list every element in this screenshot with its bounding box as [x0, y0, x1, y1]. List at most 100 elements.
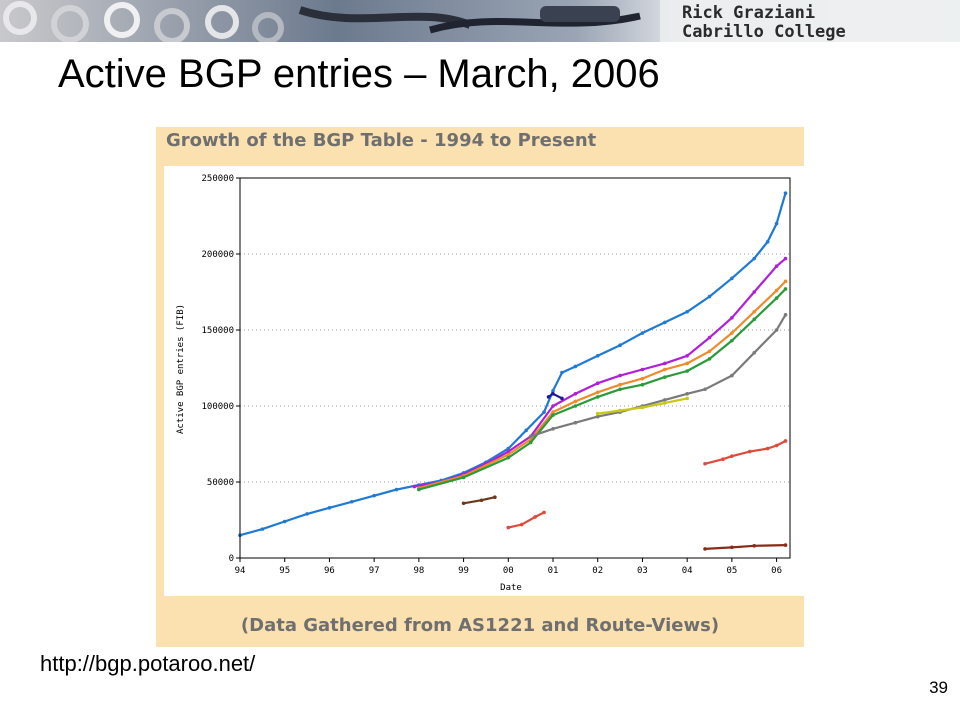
bgp-growth-chart: 0 50000 100000 150000 200000 250000 94 95 96 97 98…	[176, 174, 791, 593]
series-line-4	[530, 314, 787, 438]
data-point	[752, 290, 757, 294]
data-point	[747, 449, 752, 454]
slide-title: Active BGP entries – March, 2006	[58, 52, 660, 96]
data-point	[774, 328, 779, 332]
x-tick-label: 05	[726, 566, 737, 576]
data-point	[662, 401, 667, 405]
data-point	[551, 427, 555, 431]
data-point	[573, 420, 578, 425]
cable-connectors-photo	[3, 1, 641, 42]
data-point	[546, 395, 551, 399]
data-point	[783, 439, 788, 443]
data-point	[524, 428, 528, 433]
data-point	[707, 335, 712, 340]
data-point	[461, 501, 466, 506]
data-point	[730, 373, 734, 378]
data-point	[752, 351, 757, 355]
data-point	[707, 357, 712, 361]
data-point	[662, 367, 667, 372]
data-point	[783, 313, 788, 317]
data-point	[394, 487, 399, 492]
data-point	[618, 382, 622, 387]
data-point	[765, 446, 770, 451]
x-axis-label: Date	[500, 583, 522, 593]
data-point	[774, 264, 779, 268]
chart-plot-area: 0 50000 100000 150000 200000 250000 94 95 96 97 98…	[164, 166, 804, 596]
data-point	[765, 240, 770, 244]
data-point	[774, 288, 779, 293]
data-point	[461, 475, 466, 480]
data-point	[752, 256, 757, 261]
data-point	[560, 396, 564, 401]
y-tick-label: 100000	[201, 402, 234, 412]
chart-title: Growth of the BGP Table - 1994 to Presen…	[166, 130, 597, 151]
data-point	[506, 449, 511, 454]
data-point	[703, 461, 707, 466]
data-point	[685, 309, 689, 314]
data-point	[783, 543, 788, 547]
data-point	[327, 506, 332, 510]
data-point	[506, 452, 511, 457]
data-point	[573, 364, 578, 369]
x-tick-label: 99	[458, 566, 469, 576]
data-point	[573, 399, 578, 404]
data-point	[305, 512, 309, 516]
chart-footer-note: (Data Gathered from AS1221 and Route-Vie…	[240, 615, 720, 636]
data-point	[560, 370, 564, 375]
data-point	[662, 320, 667, 325]
data-point	[479, 498, 484, 503]
data-point	[551, 389, 555, 393]
series-line-2	[418, 280, 787, 490]
data-point	[349, 499, 354, 504]
series-line-9	[704, 544, 786, 550]
data-point	[730, 276, 734, 281]
data-point	[774, 443, 779, 448]
chart-frame: Growth of the BGP Table - 1994 to Presen…	[156, 127, 804, 647]
data-point	[528, 434, 533, 439]
data-point	[595, 354, 600, 358]
data-point	[640, 376, 645, 381]
data-point	[752, 309, 757, 314]
data-point	[783, 191, 788, 195]
header-banner: Rick Graziani Cabrillo College	[0, 0, 960, 42]
data-point	[618, 408, 622, 413]
data-point	[783, 256, 788, 261]
data-point	[730, 316, 734, 320]
data-point	[412, 484, 417, 489]
data-point	[774, 221, 779, 226]
y-axis-label: Active BGP entries (FIB)	[176, 304, 186, 434]
data-point	[685, 354, 689, 358]
source-url-link[interactable]: http://bgp.potaroo.net/	[40, 651, 256, 676]
data-point	[662, 375, 667, 379]
data-point	[662, 398, 667, 402]
data-point	[506, 446, 511, 451]
data-point	[551, 410, 555, 414]
data-point	[618, 373, 622, 378]
x-tick-label: 04	[682, 566, 693, 576]
x-tick-label: 97	[369, 566, 380, 576]
data-point	[685, 396, 689, 401]
data-point	[573, 392, 578, 396]
data-point	[542, 410, 546, 414]
data-point	[640, 367, 645, 372]
data-point	[752, 544, 757, 548]
data-point	[640, 405, 645, 410]
data-point	[707, 349, 712, 354]
data-point	[618, 343, 622, 347]
data-point	[721, 457, 725, 462]
data-point	[640, 382, 645, 387]
series-line-3	[418, 288, 787, 491]
banner-graphic: Rick Graziani Cabrillo College	[0, 0, 960, 42]
data-point	[685, 361, 689, 366]
data-point	[542, 510, 546, 515]
x-tick-label: 02	[592, 566, 603, 576]
data-point	[685, 392, 689, 396]
banner-institution: Cabrillo College	[682, 22, 846, 42]
data-point	[752, 317, 757, 322]
data-point	[685, 369, 689, 373]
data-point	[417, 487, 421, 492]
data-point	[595, 390, 600, 395]
banner-author-name: Rick Graziani	[682, 3, 815, 23]
data-point	[528, 440, 533, 445]
data-point	[551, 413, 555, 417]
